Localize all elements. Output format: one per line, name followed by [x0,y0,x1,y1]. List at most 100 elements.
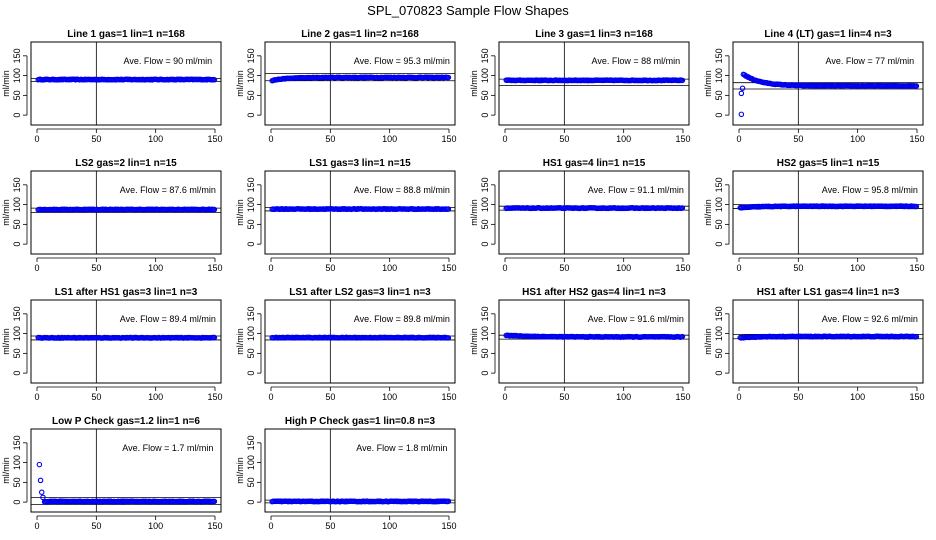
y-tick-label: 100 [480,326,490,341]
plot-frame [264,170,456,255]
x-tick-label: 100 [148,392,163,402]
y-tick-label: 100 [12,326,22,341]
x-tick-label: 50 [325,134,335,144]
y-tick-label: 0 [480,113,490,118]
data-point [211,498,218,505]
y-tick-label: 100 [246,326,256,341]
x-tick-label: 150 [909,134,924,144]
data-points [737,203,920,211]
x-tick-label: 100 [850,263,865,273]
y-tick-label: 0 [12,113,22,118]
plot-frame [30,299,222,384]
x-tick-label: 100 [148,134,163,144]
average-flow-annotation: Ave. Flow = 87.6 ml/min [120,185,216,195]
x-tick-label: 100 [382,392,397,402]
x-tick-label: 0 [502,263,507,273]
y-tick-label: 100 [12,197,22,212]
y-tick-label: 150 [246,306,256,321]
data-point [445,498,452,505]
y-tick-label: 100 [246,68,256,83]
y-axis-label: ml/min [703,70,713,97]
data-point [37,477,44,484]
data-point [913,333,920,340]
x-tick-label: 150 [207,392,222,402]
x-tick-label: 0 [34,521,39,531]
panel-5: LS2 gas=2 lin=1 n=15 Ave. Flow = 87.6 ml/… [1,158,223,273]
y-tick-label: 150 [246,48,256,63]
y-tick-label: 0 [246,113,256,118]
panel-grid: Line 1 gas=1 lin=1 n=168 Ave. Flow = 90 m… [1,29,925,531]
y-tick-label: 0 [12,242,22,247]
x-tick-label: 150 [675,263,690,273]
panel-13: Low P Check gas=1.2 lin=1 n=6 Ave. Flow =… [1,416,223,531]
panel-14: High P Check gas=1 lin=0.8 n=3 Ave. Flow … [235,416,457,531]
y-tick-label: 100 [714,197,724,212]
panel-title: Low P Check gas=1.2 lin=1 n=6 [52,416,200,427]
x-tick-label: 100 [850,134,865,144]
data-points [738,71,920,118]
data-points [269,74,452,84]
y-axis-label: ml/min [703,199,713,226]
y-tick-label: 150 [714,306,724,321]
x-tick-label: 100 [382,521,397,531]
panel-title: Line 4 (LT) gas=1 lin=4 n=3 [764,29,892,40]
x-tick-label: 50 [325,263,335,273]
panel-2: Line 2 gas=1 lin=2 n=168 Ave. Flow = 95.3… [235,29,457,144]
plot-frame [498,170,690,255]
y-tick-label: 100 [480,197,490,212]
data-point [40,494,46,501]
y-tick-label: 150 [12,306,22,321]
y-tick-label: 0 [714,371,724,376]
average-flow-annotation: Ave. Flow = 1.7 ml/min [122,443,213,453]
panel-title: HS1 gas=4 lin=1 n=15 [543,158,646,169]
y-tick-label: 50 [246,477,256,487]
plot-frame [264,428,456,513]
y-axis-label: ml/min [235,328,245,355]
y-tick-label: 50 [12,219,22,229]
x-tick-label: 0 [34,263,39,273]
plot-frame [498,41,690,126]
y-axis-label: ml/min [235,457,245,484]
panel-title: Line 3 gas=1 lin=3 n=168 [535,29,653,40]
y-tick-label: 0 [480,371,490,376]
x-tick-label: 100 [148,521,163,531]
x-tick-label: 0 [34,134,39,144]
data-point [38,489,45,495]
y-tick-label: 50 [480,219,490,229]
x-tick-label: 0 [268,392,273,402]
panel-title: Line 2 gas=1 lin=2 n=168 [301,29,419,40]
panel-title: HS2 gas=5 lin=1 n=15 [777,158,880,169]
y-tick-label: 100 [480,68,490,83]
y-tick-label: 100 [246,455,256,470]
average-flow-annotation: Ave. Flow = 95.8 ml/min [822,185,918,195]
x-tick-label: 0 [268,134,273,144]
panel-4: Line 4 (LT) gas=1 lin=4 n=3 Ave. Flow = 7… [703,29,925,144]
average-flow-annotation: Ave. Flow = 89.8 ml/min [354,314,450,324]
average-flow-annotation: Ave. Flow = 91.6 ml/min [588,314,684,324]
plot-frame [498,299,690,384]
plot-frame [30,41,222,126]
plot-frame [264,299,456,384]
panel-title: LS1 gas=3 lin=1 n=15 [309,158,411,169]
x-tick-label: 0 [268,263,273,273]
data-points [269,205,452,213]
y-axis-label: ml/min [469,328,479,355]
panel-10: LS1 after LS2 gas=3 lin=1 n=3 Ave. Flow =… [235,287,457,402]
plot-frame [732,170,924,255]
data-points [503,77,686,84]
y-tick-label: 100 [714,326,724,341]
panel-title: LS1 after HS1 gas=3 lin=1 n=3 [55,287,198,298]
y-tick-label: 100 [246,197,256,212]
x-tick-label: 0 [502,134,507,144]
panel-title: LS2 gas=2 lin=1 n=15 [75,158,177,169]
y-tick-label: 50 [714,219,724,229]
y-tick-label: 0 [246,500,256,505]
y-axis-label: ml/min [703,328,713,355]
y-tick-label: 0 [246,371,256,376]
y-tick-label: 50 [12,90,22,100]
x-tick-label: 50 [793,392,803,402]
panel-3: Line 3 gas=1 lin=3 n=168 Ave. Flow = 88 m… [469,29,691,144]
x-tick-label: 150 [441,263,456,273]
data-point [913,203,920,210]
x-tick-label: 0 [268,521,273,531]
